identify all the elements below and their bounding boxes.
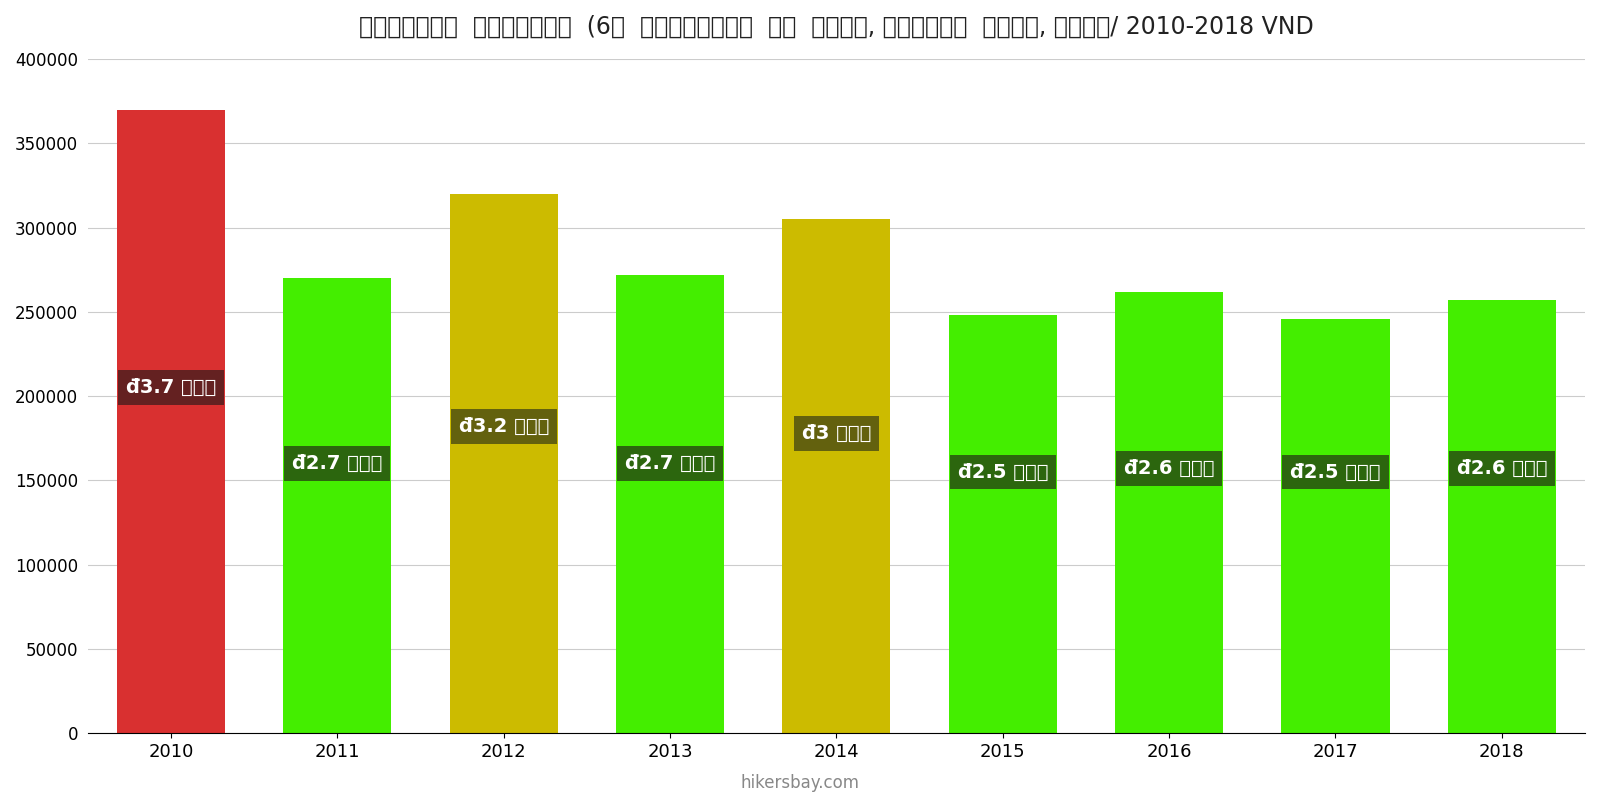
Bar (616, 274, 725, 734)
Title: वियतनाम  इंटरनेट  (6०  एमबीपीएस  या  अधिक, असीमित  डेटा, केबल/ 2010-2018 VND: वियतनाम इंटरनेट (6० एमबीपीएस या अधिक, अस… (358, 15, 1314, 39)
Text: hikersbay.com: hikersbay.com (741, 774, 859, 792)
Bar (283, 278, 392, 734)
Bar (782, 219, 891, 734)
Text: đ3.7 लाख: đ3.7 लाख (126, 378, 216, 398)
Bar (1282, 318, 1389, 734)
Text: đ2.6 लाख: đ2.6 लाख (1456, 459, 1547, 478)
Text: đ3.2 लाख: đ3.2 लाख (459, 417, 549, 436)
Text: đ2.7 लाख: đ2.7 लाख (293, 454, 382, 473)
Text: đ2.5 लाख: đ2.5 लाख (1290, 462, 1381, 482)
Bar (450, 194, 558, 734)
Bar (117, 110, 226, 734)
Bar (949, 315, 1058, 734)
Text: đ2.6 लाख: đ2.6 लाख (1123, 459, 1214, 478)
Text: đ2.7 लाख: đ2.7 लाख (626, 454, 715, 473)
Bar (1448, 300, 1555, 734)
Text: đ2.5 लाख: đ2.5 लाख (957, 462, 1048, 482)
Text: đ3 लाख: đ3 लाख (802, 424, 870, 442)
Bar (1115, 292, 1222, 734)
